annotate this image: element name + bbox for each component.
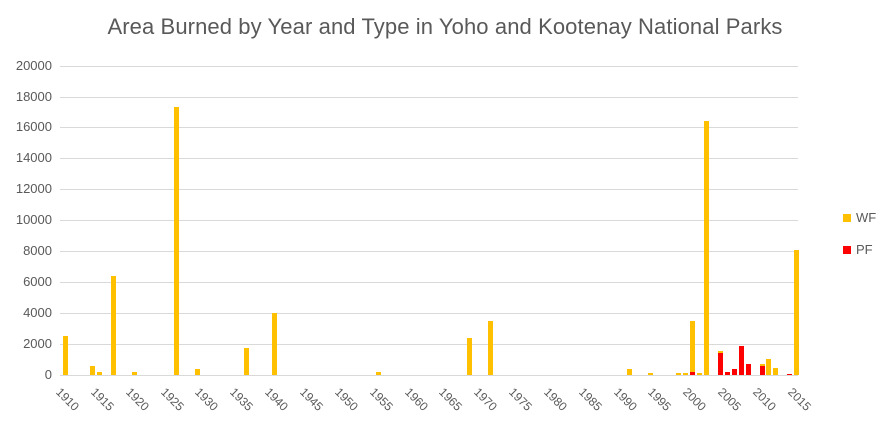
- gridline: [60, 65, 798, 67]
- x-tick-label: 1975: [506, 385, 535, 414]
- y-tick-label: 16000: [15, 119, 52, 135]
- bar-wf-1920: [132, 371, 138, 375]
- bar-wf-2004: [717, 351, 723, 353]
- y-tick-label: 20000: [15, 57, 52, 73]
- x-tick-label: 1950: [331, 385, 361, 414]
- bar-wf-2011: [766, 358, 772, 375]
- x-tick-label: 1960: [401, 385, 431, 414]
- gridline: [60, 220, 798, 222]
- legend-swatch-icon: [843, 213, 851, 222]
- legend-item-pf: PF: [843, 242, 873, 257]
- bar-wf-1998: [675, 373, 681, 375]
- bar-wf-2002: [703, 121, 709, 375]
- gridline: [60, 313, 798, 315]
- bar-pf-2014: [787, 373, 793, 375]
- x-tick-label: 1970: [471, 385, 501, 414]
- y-tick-label: 14000: [15, 150, 52, 166]
- bar-wf-1917: [111, 275, 117, 375]
- bar-wf-1929: [194, 368, 200, 375]
- y-tick-label: 2000: [23, 336, 52, 352]
- x-tick-label: 1915: [87, 385, 117, 414]
- bar-pf-2007: [738, 345, 744, 375]
- x-tick-label: 1955: [366, 385, 396, 414]
- bar-wf-1936: [243, 347, 249, 375]
- y-tick-label: 6000: [23, 274, 52, 290]
- bar-wf-1914: [90, 365, 96, 375]
- bar-wf-1999: [682, 373, 688, 375]
- y-tick-label: 10000: [15, 212, 52, 228]
- x-tick-label: 1990: [610, 385, 640, 414]
- bar-wf-1915: [97, 371, 103, 375]
- x-tick-label: 2015: [784, 385, 814, 414]
- bar-wf-1994: [647, 373, 653, 375]
- bar-wf-2015: [794, 249, 800, 375]
- bar-wf-2010: [759, 364, 765, 366]
- bar-wf-1955: [376, 371, 382, 375]
- y-tick-label: 12000: [15, 181, 52, 197]
- gridline: [60, 96, 798, 98]
- x-tick-label: 1965: [436, 385, 466, 414]
- x-tick-label: 1995: [645, 385, 675, 414]
- x-tick-label: 1980: [540, 385, 570, 414]
- gridline: [60, 127, 798, 129]
- gridline: [60, 189, 798, 191]
- bar-wf-1926: [174, 107, 180, 375]
- x-tick-label: 2005: [715, 385, 745, 414]
- bar-wf-1971: [487, 320, 493, 375]
- y-tick-label: 18000: [15, 88, 52, 104]
- x-tick-label: 1935: [227, 385, 257, 414]
- bar-pf-2000: [689, 371, 695, 375]
- bar-wf-1940: [271, 313, 277, 375]
- x-tick-label: 1920: [122, 385, 152, 414]
- y-tick-label: 8000: [23, 243, 52, 259]
- bar-wf-1968: [466, 337, 472, 375]
- bar-wf-1910: [62, 336, 68, 375]
- bar-wf-2001: [696, 373, 702, 375]
- x-tick-label: 1985: [575, 385, 605, 414]
- x-tick-label: 2000: [680, 385, 710, 414]
- bar-pf-2006: [731, 368, 737, 375]
- y-tick-label: 4000: [23, 305, 52, 321]
- bar-pf-2008: [745, 364, 751, 375]
- bar-wf-2000: [689, 320, 695, 372]
- legend-item-wf: WF: [843, 210, 876, 225]
- gridline: [60, 251, 798, 253]
- y-tick-label: 0: [44, 367, 52, 382]
- x-tick-label: 1910: [53, 385, 82, 414]
- x-tick-label: 1940: [262, 385, 291, 414]
- gridline: [60, 282, 798, 284]
- x-tick-label: 2010: [750, 385, 779, 414]
- legend-label: PF: [856, 242, 873, 257]
- legend-label: WF: [856, 210, 877, 225]
- chart-title: Area Burned by Year and Type in Yoho and…: [107, 14, 783, 39]
- gridline: [60, 158, 798, 160]
- x-tick-label: 1930: [192, 385, 222, 414]
- bar-pf-2005: [724, 371, 730, 375]
- bar-wf-2012: [773, 368, 779, 375]
- bar-pf-2004: [717, 352, 723, 375]
- gridline: [60, 344, 798, 346]
- x-axis-line: [60, 375, 798, 376]
- legend-swatch-icon: [843, 245, 851, 254]
- bar-wf-1991: [627, 368, 633, 375]
- x-tick-label: 1925: [157, 385, 187, 414]
- x-tick-label: 1945: [297, 385, 326, 414]
- bar-pf-2010: [759, 365, 765, 375]
